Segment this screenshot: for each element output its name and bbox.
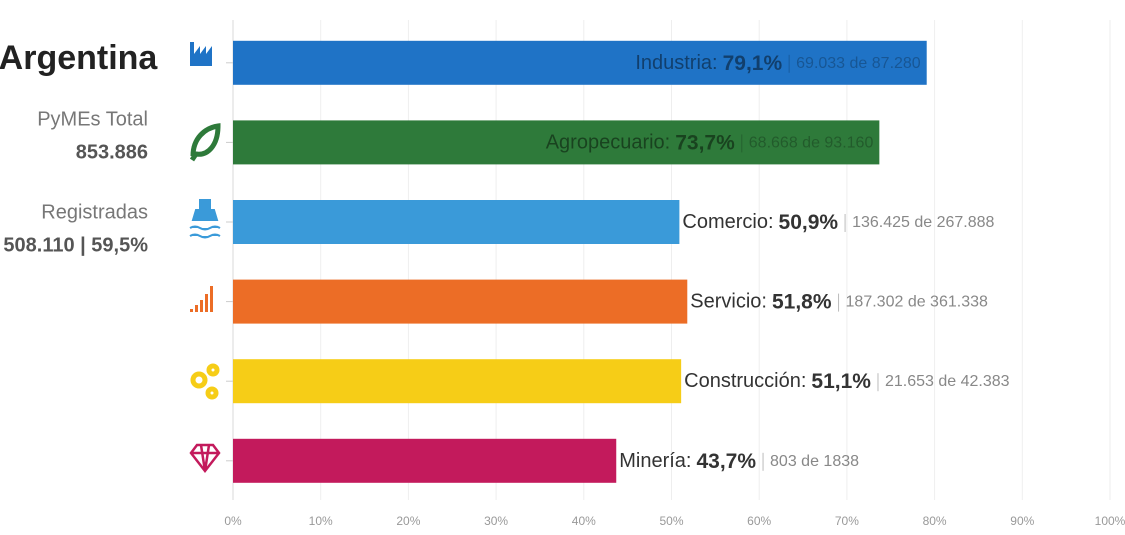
signal-icon xyxy=(190,286,213,312)
summary-value: 853.886 xyxy=(76,141,148,163)
bar xyxy=(233,200,680,244)
x-tick-label: 30% xyxy=(484,514,508,528)
leaf-icon xyxy=(189,123,221,162)
x-tick-label: 20% xyxy=(396,514,420,528)
x-tick-label: 70% xyxy=(835,514,859,528)
detail-label: 69.033 de 87.280 xyxy=(796,55,921,72)
x-tick-label: 50% xyxy=(659,514,683,528)
icons xyxy=(189,42,221,474)
value-label: 50,9% xyxy=(779,211,839,234)
bar-label: Industria: 79,1% 69.033 de 87.280 xyxy=(635,51,920,74)
category-label: Minería: xyxy=(619,450,691,472)
category-label: Industria: xyxy=(635,52,717,74)
bar xyxy=(233,40,927,85)
x-tick-label: 90% xyxy=(1010,514,1034,528)
summary-value: 508.110 | 59,5% xyxy=(3,234,148,256)
bar-label: Construcción: 51,1% 21.653 de 42.383 xyxy=(684,370,1009,393)
x-tick-label: 60% xyxy=(747,514,771,528)
detail-label: 803 de 1838 xyxy=(770,453,859,470)
x-tick-label: 80% xyxy=(923,514,947,528)
ship-icon xyxy=(189,199,221,239)
detail-label: 68.668 de 93.160 xyxy=(749,135,874,152)
detail-label: 187.302 de 361.338 xyxy=(846,294,988,311)
value-label: 43,7% xyxy=(696,449,756,472)
bar-label: Comercio: 50,9% 136.425 de 267.888 xyxy=(682,211,994,234)
diamond-icon xyxy=(189,443,221,474)
bar xyxy=(233,279,688,324)
x-tick-label: 40% xyxy=(572,514,596,528)
value-label: 73,7% xyxy=(675,131,735,154)
bar xyxy=(233,438,617,483)
x-tick-label: 0% xyxy=(224,514,242,528)
bar-label: Agropecuario: 73,7% 68.668 de 93.160 xyxy=(546,131,874,154)
value-label: 51,1% xyxy=(811,370,871,393)
category-label: Servicio: xyxy=(690,291,767,313)
bar-label: Servicio: 51,8% 187.302 de 361.338 xyxy=(690,290,988,313)
category-label: Construcción: xyxy=(684,370,806,392)
detail-label: 136.425 de 267.888 xyxy=(852,214,994,231)
gears-icon xyxy=(190,363,220,400)
value-label: 51,8% xyxy=(772,290,832,313)
bar xyxy=(233,120,880,165)
bar xyxy=(233,359,682,404)
category-label: Agropecuario: xyxy=(546,132,671,154)
x-tick-label: 100% xyxy=(1095,514,1125,528)
category-label: Comercio: xyxy=(682,211,773,233)
value-label: 79,1% xyxy=(723,51,783,74)
chart-title: Argentina xyxy=(0,39,158,77)
detail-label: 21.653 de 42.383 xyxy=(885,373,1010,390)
industry-icon xyxy=(190,42,212,66)
summary-label: PyMEs Total xyxy=(37,108,148,130)
summary-label: Registradas xyxy=(41,201,148,223)
bar-label: Minería: 43,7% 803 de 1838 xyxy=(619,449,859,472)
x-tick-label: 10% xyxy=(309,514,333,528)
